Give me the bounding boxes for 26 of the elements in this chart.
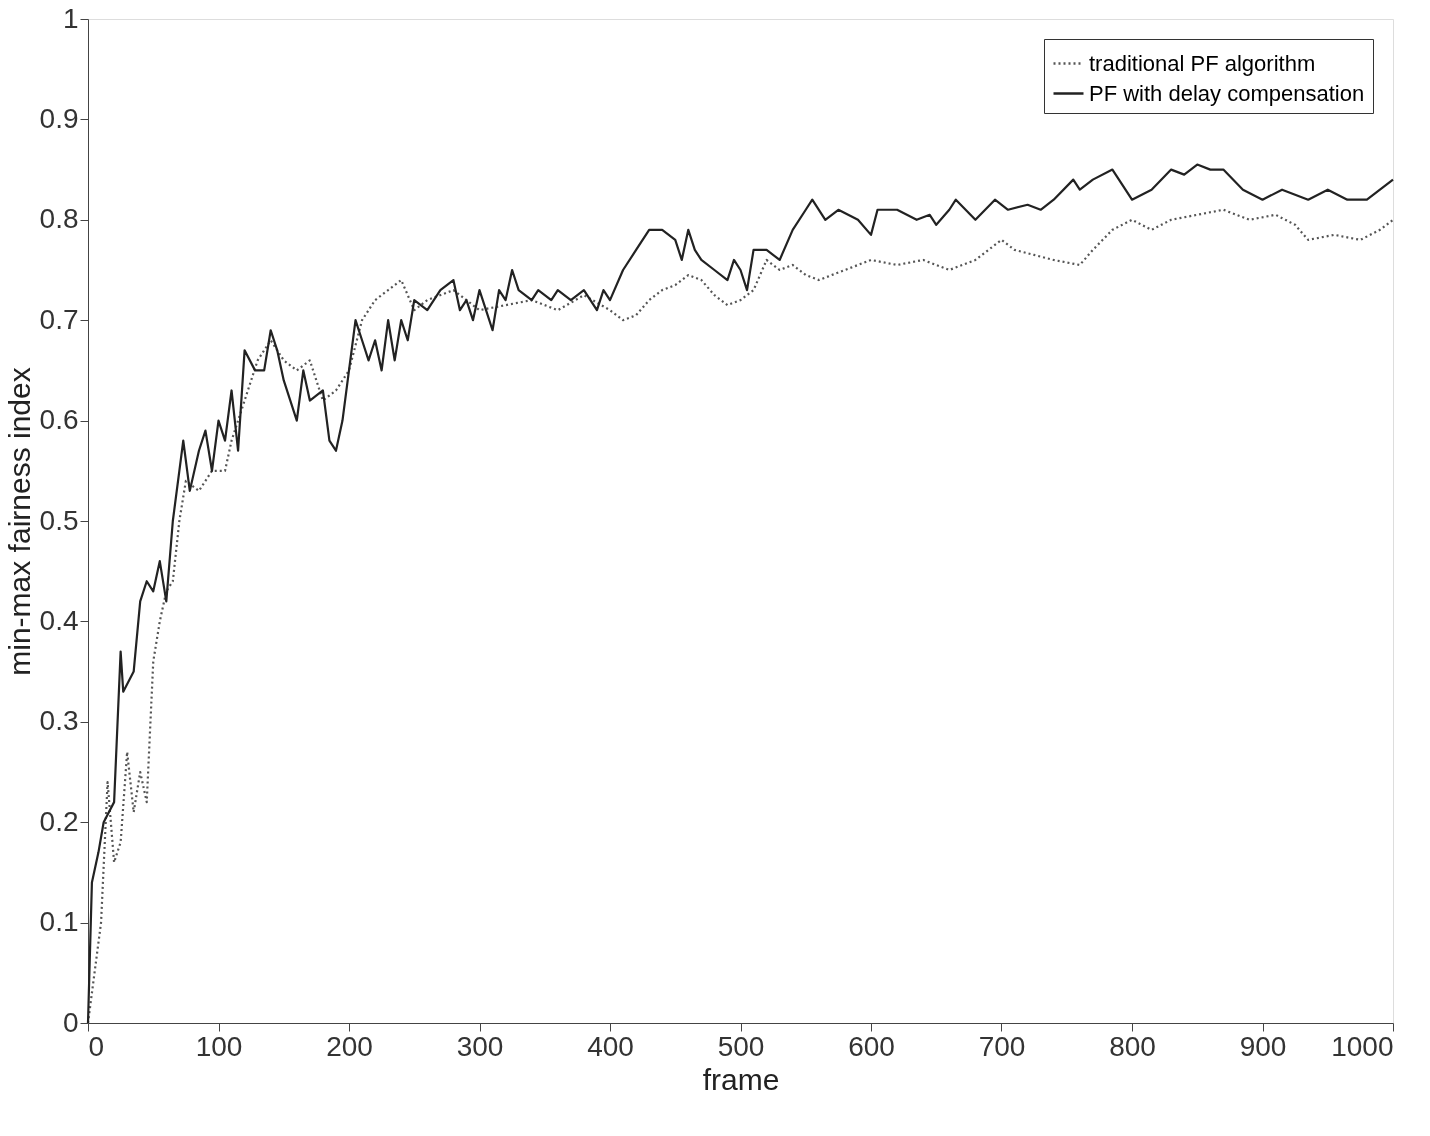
y-tick-label: 0.1 — [39, 906, 79, 938]
x-tick-label: 800 — [1109, 1030, 1156, 1062]
x-tick-label: 1000 — [1331, 1030, 1394, 1062]
x-axis-title: frame — [702, 1062, 780, 1096]
y-tick-label: 1 — [62, 2, 79, 34]
y-tick-label: 0.6 — [39, 404, 79, 436]
x-tick-label: 0 — [88, 1030, 105, 1062]
y-axis-title: min-max fairness index — [2, 367, 36, 676]
x-tick-label: 900 — [1239, 1030, 1287, 1062]
x-tick-label: 300 — [456, 1030, 504, 1062]
y-tick-label: 0.5 — [39, 504, 79, 536]
y-tick-label: 0.8 — [39, 203, 79, 235]
x-tick-label: 400 — [587, 1030, 634, 1062]
y-tick-label: 0 — [62, 1006, 79, 1038]
y-tick-label: 0.3 — [39, 705, 79, 737]
x-tick-label: 100 — [195, 1030, 243, 1062]
x-tick-label: 200 — [326, 1030, 373, 1062]
x-tick-label: 700 — [978, 1030, 1026, 1062]
y-tick-label: 0.2 — [39, 805, 79, 837]
y-tick-label: 0.4 — [39, 604, 79, 636]
legend-label: traditional PF algorithm — [1089, 50, 1316, 76]
y-tick-label: 0.9 — [39, 102, 79, 134]
x-tick-label: 500 — [717, 1030, 765, 1062]
x-tick-label: 600 — [848, 1030, 895, 1062]
y-tick-label: 0.7 — [39, 303, 79, 335]
legend-label: PF with delay compensation — [1089, 80, 1365, 106]
